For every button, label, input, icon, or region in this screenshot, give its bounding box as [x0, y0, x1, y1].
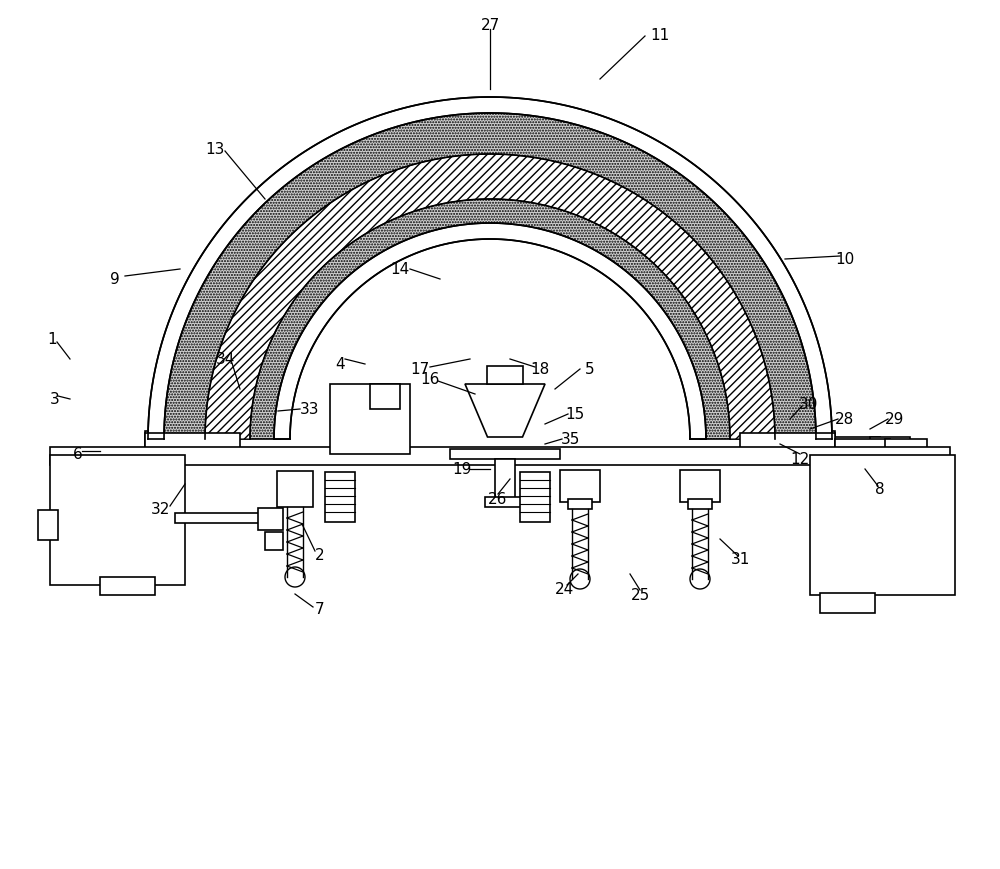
- Text: 19: 19: [452, 462, 472, 477]
- Bar: [810, 455, 955, 595]
- Bar: [820, 437, 880, 448]
- Bar: [145, 432, 235, 448]
- Bar: [100, 577, 155, 595]
- Polygon shape: [205, 155, 775, 440]
- Bar: [835, 440, 890, 452]
- Bar: [175, 514, 265, 523]
- Text: 7: 7: [315, 602, 325, 617]
- Bar: [745, 432, 835, 448]
- Polygon shape: [274, 223, 706, 440]
- Bar: [325, 473, 355, 522]
- Bar: [277, 472, 313, 507]
- Text: 11: 11: [650, 28, 670, 43]
- Bar: [560, 470, 600, 502]
- Text: 26: 26: [488, 492, 508, 507]
- Text: 13: 13: [205, 143, 225, 157]
- Bar: [820, 594, 875, 614]
- Text: 29: 29: [885, 412, 905, 427]
- Bar: [50, 455, 185, 586]
- Bar: [487, 367, 523, 385]
- Bar: [258, 508, 283, 530]
- Text: 1: 1: [47, 332, 57, 347]
- Text: 3: 3: [50, 392, 60, 407]
- Text: 33: 33: [300, 402, 320, 417]
- Text: 16: 16: [420, 372, 440, 387]
- Text: 5: 5: [585, 362, 595, 377]
- Bar: [688, 500, 712, 509]
- Bar: [145, 434, 240, 452]
- Polygon shape: [150, 100, 830, 440]
- Bar: [568, 500, 592, 509]
- Text: 10: 10: [835, 252, 855, 267]
- Text: 34: 34: [215, 352, 235, 367]
- Bar: [870, 437, 910, 448]
- Polygon shape: [148, 98, 832, 440]
- Text: 9: 9: [110, 272, 120, 287]
- Text: 32: 32: [150, 502, 170, 517]
- Text: 18: 18: [530, 362, 550, 377]
- Bar: [450, 449, 560, 460]
- Circle shape: [690, 569, 710, 589]
- Text: 27: 27: [480, 17, 500, 32]
- Bar: [330, 385, 410, 454]
- Text: 12: 12: [790, 452, 810, 467]
- Text: 30: 30: [798, 397, 818, 412]
- Circle shape: [285, 567, 305, 587]
- Text: 6: 6: [73, 447, 83, 462]
- Text: 24: 24: [555, 582, 575, 597]
- Bar: [265, 533, 283, 550]
- Bar: [50, 448, 950, 466]
- Text: 2: 2: [315, 547, 325, 562]
- Text: 15: 15: [565, 407, 585, 422]
- Text: 25: 25: [630, 587, 650, 602]
- Bar: [38, 510, 58, 541]
- Text: 8: 8: [875, 482, 885, 497]
- Bar: [520, 473, 550, 522]
- Text: 31: 31: [730, 552, 750, 567]
- Bar: [485, 497, 525, 507]
- Text: 17: 17: [410, 362, 430, 377]
- Circle shape: [570, 569, 590, 589]
- Bar: [740, 434, 835, 452]
- Text: 28: 28: [835, 412, 855, 427]
- Text: 35: 35: [560, 432, 580, 447]
- Bar: [370, 385, 400, 409]
- Bar: [495, 460, 515, 500]
- Bar: [680, 470, 720, 502]
- Bar: [885, 440, 927, 454]
- Polygon shape: [465, 385, 545, 437]
- Text: 14: 14: [390, 262, 410, 277]
- Text: 4: 4: [335, 357, 345, 372]
